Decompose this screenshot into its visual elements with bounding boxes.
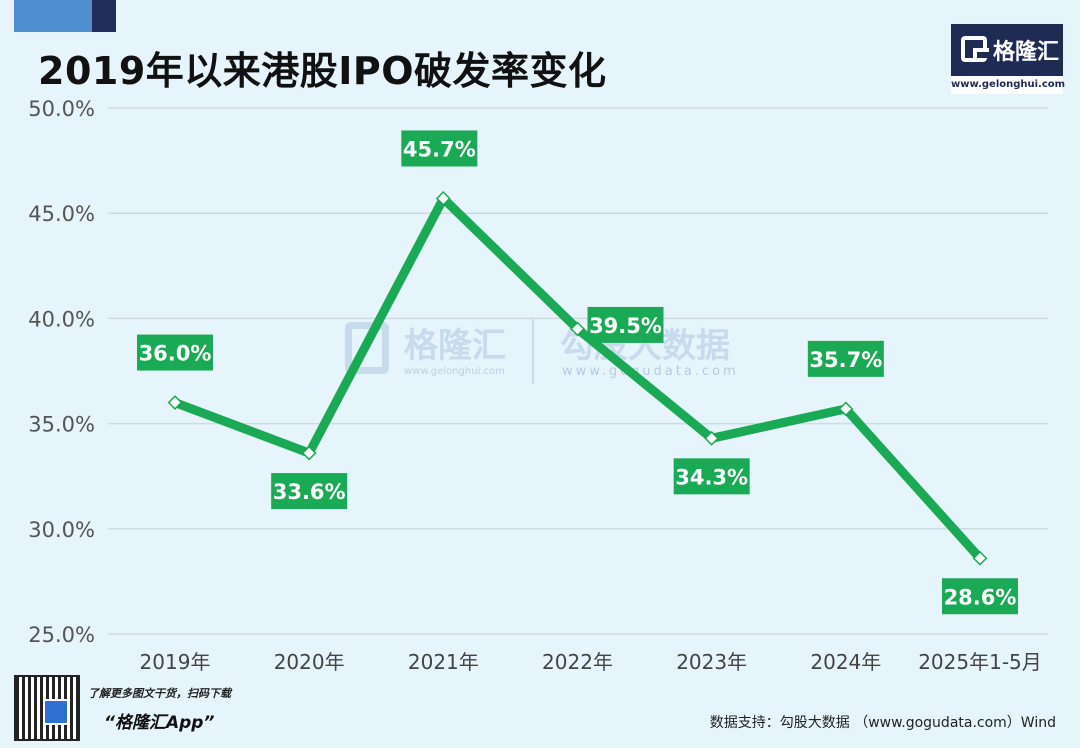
- promo-app-name: “格隆汇App”: [104, 713, 215, 733]
- logo-g-icon: [961, 36, 989, 62]
- logo-name: 格隆汇: [993, 40, 1060, 65]
- data-point-marker: [972, 550, 988, 566]
- x-tick-label: 2024年: [810, 650, 881, 674]
- data-label: 35.7%: [809, 348, 882, 372]
- x-tick-label: 2022年: [542, 650, 613, 674]
- data-point-marker: [704, 430, 720, 446]
- data-point-marker: [570, 321, 585, 337]
- data-label-box: [942, 578, 1018, 615]
- watermark-left-text: 格隆汇: [404, 326, 506, 366]
- y-tick-label: 30.0%: [28, 518, 95, 542]
- logo-url: www.gelonghui.com: [951, 76, 1065, 94]
- top-accent-bar: [14, 0, 92, 32]
- data-label-box: [673, 458, 750, 495]
- data-label: 39.5%: [589, 314, 662, 338]
- x-tick-label: 2019年: [140, 650, 211, 674]
- data-point-marker: [838, 401, 854, 417]
- data-point-marker: [167, 395, 183, 410]
- y-tick-label: 50.0%: [28, 97, 95, 121]
- watermark-divider: [532, 318, 534, 384]
- x-tick-label: 2020年: [274, 650, 345, 674]
- data-source: 数据支持：勾股大数据 （www.gogudata.com）Wind: [709, 715, 1056, 731]
- y-tick-label: 35.0%: [28, 413, 95, 437]
- data-label: 34.3%: [675, 465, 748, 489]
- y-tick-label: 40.0%: [28, 307, 95, 331]
- data-label-box: [137, 334, 213, 371]
- y-tick-label: 45.0%: [28, 202, 95, 226]
- top-accent-bar-dark: [92, 0, 116, 32]
- data-label: 33.6%: [273, 480, 346, 504]
- qr-code[interactable]: [14, 675, 80, 741]
- y-tick-label: 25.0%: [28, 623, 95, 647]
- watermark-left-url: www.gelonghui.com: [404, 366, 505, 377]
- x-tick-label: 2021年: [408, 650, 479, 674]
- gelonghui-logo: 格隆汇 www.gelonghui.com: [951, 24, 1065, 94]
- data-label-box: [401, 130, 478, 167]
- data-point-marker: [435, 191, 451, 206]
- watermark-right-url: www.gogudata.com: [562, 364, 739, 379]
- x-tick-label: 2023年: [676, 650, 747, 674]
- data-label-box: [807, 340, 884, 377]
- watermark-logo-icon: [345, 322, 389, 374]
- data-label: 45.7%: [403, 137, 476, 161]
- data-point-marker: [301, 445, 317, 461]
- chart-title: 2019年以来港股IPO破发率变化: [38, 49, 607, 93]
- x-tick-label: 2025年1-5月: [918, 650, 1042, 674]
- data-label-box: [271, 473, 348, 510]
- data-label: 36.0%: [139, 342, 212, 366]
- promo-text: 了解更多图文干货，扫码下载: [88, 687, 231, 700]
- qr-logo-icon: [43, 699, 69, 725]
- data-label-box: [587, 306, 664, 343]
- data-label: 28.6%: [944, 585, 1017, 609]
